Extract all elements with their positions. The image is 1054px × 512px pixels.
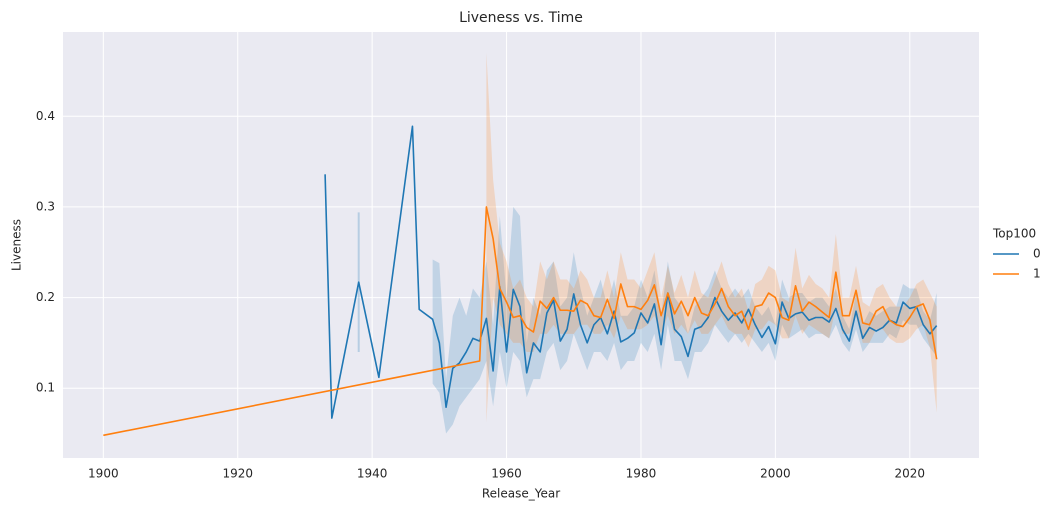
labels: 1900 1920 1940 1960 1980 2000 2020 0.1 0.2 0.3 0.4… bbox=[36, 109, 1041, 481]
x-tick-label: 1940 bbox=[357, 467, 388, 481]
series-line bbox=[324, 125, 938, 419]
lines bbox=[103, 125, 938, 437]
y-axis-label: Liveness bbox=[10, 219, 24, 271]
x-tick-label: 1980 bbox=[626, 467, 657, 481]
y-tick-label: 0.4 bbox=[36, 109, 55, 123]
legend-title: Top100 bbox=[992, 227, 1036, 241]
y-tick-label: 0.2 bbox=[36, 290, 55, 304]
plot-area bbox=[63, 32, 979, 458]
legend-label: 0 bbox=[1033, 247, 1041, 261]
legend-label: 1 bbox=[1033, 267, 1041, 281]
x-tick-label: 2020 bbox=[895, 467, 926, 481]
series-line bbox=[103, 206, 938, 437]
x-tick-label: 1900 bbox=[88, 467, 119, 481]
grid bbox=[63, 32, 979, 458]
confidence-band bbox=[486, 52, 937, 423]
confidence-band bbox=[432, 206, 937, 434]
x-tick-label: 1960 bbox=[491, 467, 522, 481]
x-tick-label: 2000 bbox=[760, 467, 791, 481]
y-tick-label: 0.3 bbox=[36, 199, 55, 213]
x-axis-label: Release_Year bbox=[482, 487, 560, 501]
chart-title: Liveness vs. Time bbox=[459, 10, 583, 26]
y-tick-label: 0.1 bbox=[36, 381, 55, 395]
x-tick-label: 1920 bbox=[222, 467, 253, 481]
